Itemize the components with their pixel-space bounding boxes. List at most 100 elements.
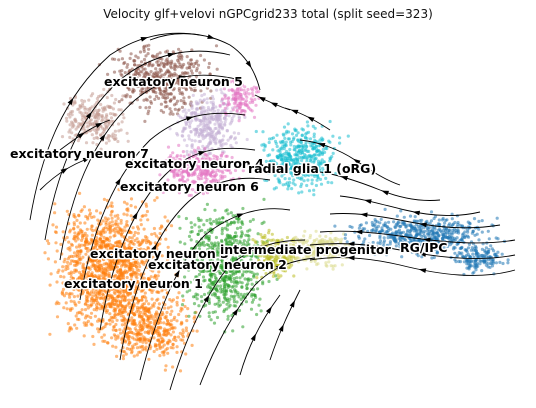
cell-point-rg1 — [305, 120, 309, 124]
cell-point-en5 — [165, 57, 169, 61]
cell-point-rg1 — [307, 149, 311, 153]
cell-point-en4 — [194, 112, 198, 116]
cell-point-en7 — [112, 101, 116, 105]
cell-point-en5 — [156, 59, 160, 63]
cell-point-en7 — [101, 109, 105, 113]
cell-point-en4 — [206, 132, 210, 136]
cell-point-en1 — [111, 328, 115, 332]
cell-point-rg1 — [324, 176, 328, 180]
cell-point-en1 — [80, 208, 84, 212]
cell-point-en1 — [124, 352, 128, 356]
cell-point-en1 — [130, 351, 134, 355]
cell-point-en2 — [226, 212, 230, 216]
cell-point-en5 — [180, 105, 184, 109]
cell-point-en6 — [244, 93, 248, 97]
cell-point-en4 — [205, 126, 209, 130]
cell-point-en1 — [53, 260, 58, 264]
cell-point-rg1 — [331, 134, 335, 138]
cell-point-en1 — [123, 259, 127, 263]
cell-point-ipc — [340, 263, 344, 267]
cell-point-en1 — [142, 227, 146, 231]
cell-point-en6 — [171, 151, 175, 155]
cell-point-en4 — [209, 133, 213, 137]
cell-point-en2 — [178, 240, 182, 244]
cell-point-en1 — [56, 270, 60, 274]
cell-point-en2 — [208, 278, 212, 282]
cell-point-en2 — [223, 296, 227, 300]
cell-point-en1 — [150, 325, 154, 329]
cell-point-en1 — [184, 329, 189, 333]
cell-point-en5 — [181, 92, 185, 96]
cell-point-en2 — [190, 230, 194, 234]
cell-point-en1 — [113, 288, 117, 292]
cell-point-en1 — [163, 368, 167, 372]
cell-point-en7 — [84, 141, 89, 145]
cell-point-en1 — [127, 326, 131, 330]
cell-point-en5 — [144, 106, 148, 110]
cell-point-en6 — [223, 106, 227, 110]
cell-point-en2 — [226, 297, 230, 301]
cell-point-en1 — [86, 306, 90, 310]
cell-point-en2 — [183, 242, 187, 246]
cell-point-rg1 — [279, 153, 283, 157]
cell-point-en1 — [126, 293, 130, 297]
cell-point-en1 — [158, 333, 162, 337]
cell-point-en2 — [192, 302, 197, 306]
cell-point-en5 — [158, 51, 162, 55]
cell-point-en1 — [93, 285, 97, 289]
cell-point-en1 — [121, 274, 125, 278]
cell-point-en1 — [88, 211, 93, 215]
cell-point-en4 — [218, 140, 222, 144]
cell-point-en7 — [107, 139, 111, 143]
cell-point-en1 — [147, 302, 151, 306]
cell-point-en1 — [92, 249, 96, 253]
cell-point-en6 — [214, 173, 219, 177]
cell-point-rg1 — [294, 150, 299, 154]
cell-point-en2 — [214, 235, 218, 240]
cell-point-en5 — [180, 55, 184, 59]
cell-point-en1 — [173, 285, 177, 289]
cell-point-en5 — [196, 63, 201, 67]
cell-point-en3 — [255, 276, 259, 280]
cell-point-en1 — [61, 269, 65, 273]
cell-point-en7 — [89, 118, 93, 122]
cell-point-en2 — [209, 241, 214, 245]
cell-point-en5 — [150, 64, 154, 68]
cell-point-en1 — [65, 235, 69, 240]
cell-point-en7 — [91, 92, 95, 96]
cell-point-en1 — [111, 320, 115, 324]
cell-point-rg1 — [274, 141, 278, 146]
cell-point-en3 — [267, 228, 271, 232]
cell-point-en2 — [240, 281, 244, 285]
cell-point-en4 — [205, 97, 209, 101]
cell-point-en6 — [244, 103, 248, 107]
cell-point-en6 — [227, 88, 231, 92]
cell-point-ipc — [336, 238, 341, 242]
cell-point-en1 — [137, 252, 141, 256]
cell-point-en4 — [222, 134, 226, 138]
cell-point-en1 — [99, 274, 103, 278]
cell-point-en2 — [202, 223, 206, 227]
cell-point-en2 — [215, 220, 219, 224]
cell-point-en2 — [202, 240, 206, 244]
cell-point-en1 — [111, 344, 115, 348]
cell-point-rg1 — [262, 148, 266, 152]
cell-point-en1 — [115, 229, 119, 233]
cell-point-rgipc — [472, 217, 477, 221]
cell-point-en1 — [70, 307, 74, 311]
cell-point-en6 — [186, 171, 190, 175]
cell-point-en7 — [80, 113, 84, 117]
cell-point-en2 — [256, 287, 260, 291]
cell-point-en7 — [97, 127, 101, 131]
cell-point-en2 — [223, 282, 228, 286]
cell-point-en1 — [139, 218, 143, 222]
cell-point-en1 — [72, 237, 76, 241]
cell-point-en5 — [199, 89, 203, 93]
cell-point-en1 — [75, 218, 79, 222]
cell-point-en6 — [233, 105, 237, 109]
cell-point-en7 — [73, 118, 77, 122]
cell-point-en1 — [81, 269, 85, 273]
cell-point-en1 — [79, 257, 83, 261]
cell-point-en2 — [224, 209, 228, 213]
cell-point-en5 — [151, 89, 155, 93]
